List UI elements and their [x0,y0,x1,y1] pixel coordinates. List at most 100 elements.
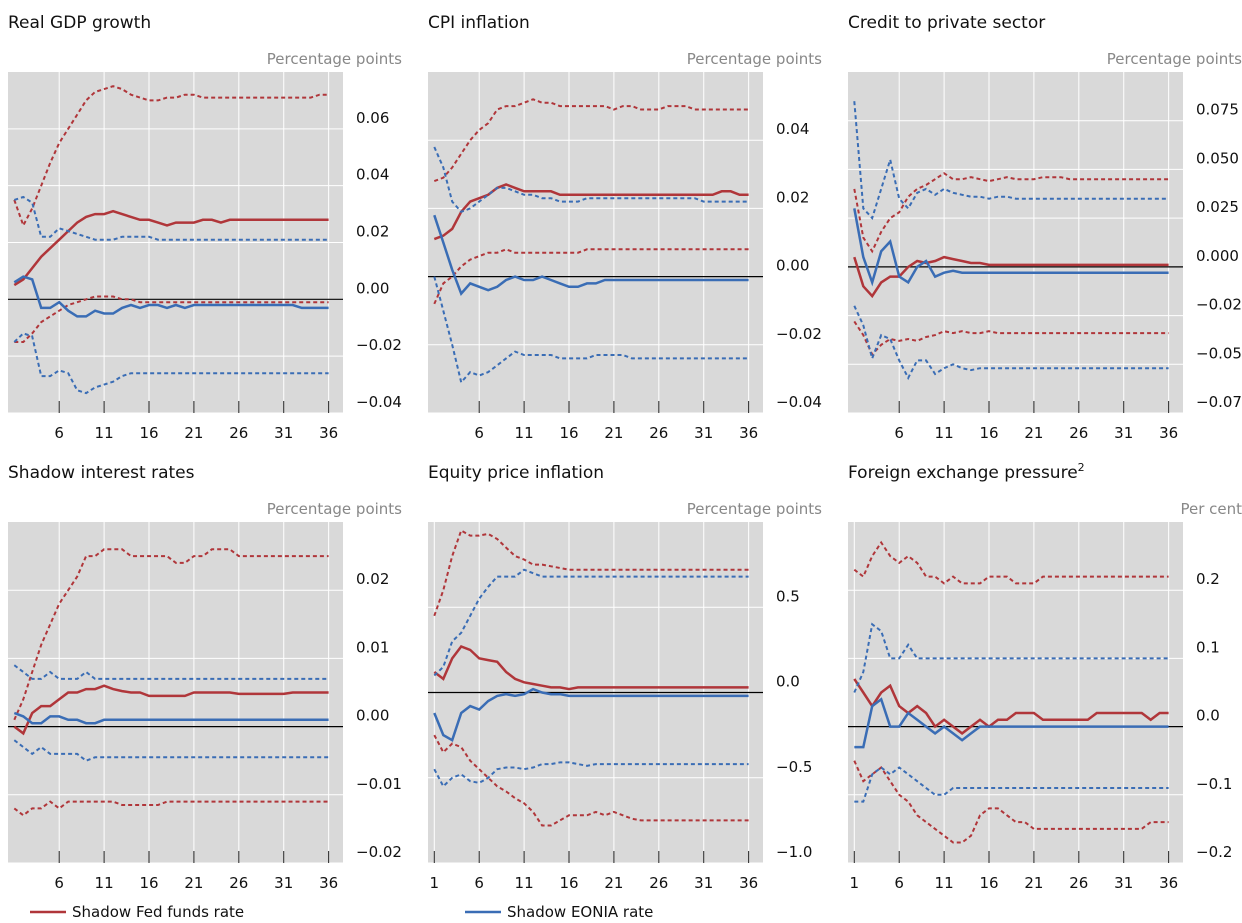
y-tick-label: 0.06 [356,109,389,127]
y-tick-label: 0.02 [356,223,389,241]
x-tick-label: 1 [850,874,860,892]
x-tick-label: 16 [139,874,158,892]
x-tick-label: 21 [604,424,623,442]
unit-label: Percentage points [1107,50,1242,68]
y-tick-label: 0.000 [1196,247,1239,265]
x-tick-label: 6 [894,424,904,442]
x-tick-label: 6 [474,874,484,892]
x-tick-label: 36 [739,424,758,442]
x-tick-label: 21 [1024,874,1043,892]
confidence-band [853,760,1169,844]
y-tick-label: −0.04 [776,393,822,411]
panel-title: Equity price inflation [428,463,604,483]
title-text: Credit to private sector [848,13,1045,33]
x-tick-label: 31 [694,874,713,892]
unit-label: Percentage points [267,50,402,68]
x-tick-label: 11 [935,874,954,892]
y-tick-label: 0.00 [356,279,389,297]
series-line [433,645,749,691]
y-tick-label: 0.04 [776,120,809,138]
unit-label: Percentage points [687,500,822,518]
panel-title: CPI inflation [428,13,530,33]
x-tick-label: 36 [1159,874,1178,892]
title-text: Real GDP growth [8,13,151,33]
confidence-band [853,101,1169,221]
y-tick-label: −0.025 [1196,296,1242,314]
y-tick-label: 0.1 [1196,638,1220,656]
y-tick-label: 0.2 [1196,570,1220,588]
panel-title: Shadow interest rates [8,463,195,483]
x-tick-label: 26 [649,424,668,442]
y-tick-label: 0.01 [356,638,389,656]
title-text: Shadow interest rates [8,463,195,483]
plot-background [848,72,1183,413]
x-tick-label: 31 [694,424,713,442]
confidence-band [433,761,749,788]
title-text: CPI inflation [428,13,530,33]
y-tick-label: −0.075 [1196,393,1242,411]
panel-title: Foreign exchange pressure2 [848,461,1085,483]
y-tick-label: −0.2 [1196,843,1232,861]
confidence-band [853,540,1169,585]
series-line [854,697,1169,749]
x-tick-label: 26 [649,874,668,892]
y-tick-label: 0.00 [356,707,389,725]
y-tick-label: −1.0 [776,843,812,861]
x-tick-label: 6 [54,424,64,442]
confidence-band [433,734,749,827]
y-tick-label: 0.5 [776,587,800,605]
x-tick-label: 11 [95,874,114,892]
confidence-band [13,195,329,241]
y-tick-label: 0.02 [356,570,389,588]
confidence-band [13,332,329,395]
panel-title: Real GDP growth [8,13,151,33]
y-tick-label: −0.050 [1196,344,1242,362]
x-tick-label: 11 [515,874,534,892]
x-tick-label: 31 [274,874,293,892]
y-tick-label: 0.075 [1196,101,1239,119]
confidence-band [854,766,1169,803]
y-tick-label: 0.050 [1196,149,1239,167]
legend-label: Shadow Fed funds rate [72,903,244,921]
x-tick-label: 21 [184,874,203,892]
x-tick-label: 16 [979,874,998,892]
x-tick-label: 26 [1069,424,1088,442]
confidence-band [433,248,749,305]
x-tick-label: 36 [319,874,338,892]
series-line [13,684,329,736]
confidence-band [433,98,749,183]
y-tick-label: −0.1 [1196,775,1232,793]
y-tick-label: −0.01 [356,775,402,793]
y-tick-label: 0.00 [776,257,809,275]
x-tick-label: 21 [1024,424,1043,442]
confidence-band [433,146,749,213]
unit-label: Percentage points [267,500,402,518]
y-tick-label: −0.02 [776,325,822,343]
y-tick-label: −0.04 [356,393,402,411]
series-line [853,678,1169,735]
x-tick-label: 1 [430,874,440,892]
confidence-band [13,664,329,680]
unit-label: Per cent [1180,500,1242,518]
y-tick-label: 0.025 [1196,198,1239,216]
title-text: Equity price inflation [428,463,604,483]
x-tick-label: 31 [1114,424,1133,442]
confidence-band [13,800,329,817]
x-tick-label: 26 [229,874,248,892]
confidence-band [433,529,749,617]
confidence-band [433,276,749,385]
x-tick-label: 6 [54,874,64,892]
series-line [433,687,749,743]
plot-background [848,522,1183,863]
confidence-band [14,295,329,343]
y-tick-label: −0.02 [356,843,402,861]
confidence-band [13,85,329,228]
title-text: Foreign exchange pressure [848,463,1078,483]
y-tick-label: 0.0 [1196,707,1220,725]
confidence-band [853,320,1169,357]
y-tick-label: 0.02 [776,188,809,206]
title-superscript: 2 [1078,461,1085,474]
x-tick-label: 11 [515,424,534,442]
panel-title: Credit to private sector [848,13,1045,33]
